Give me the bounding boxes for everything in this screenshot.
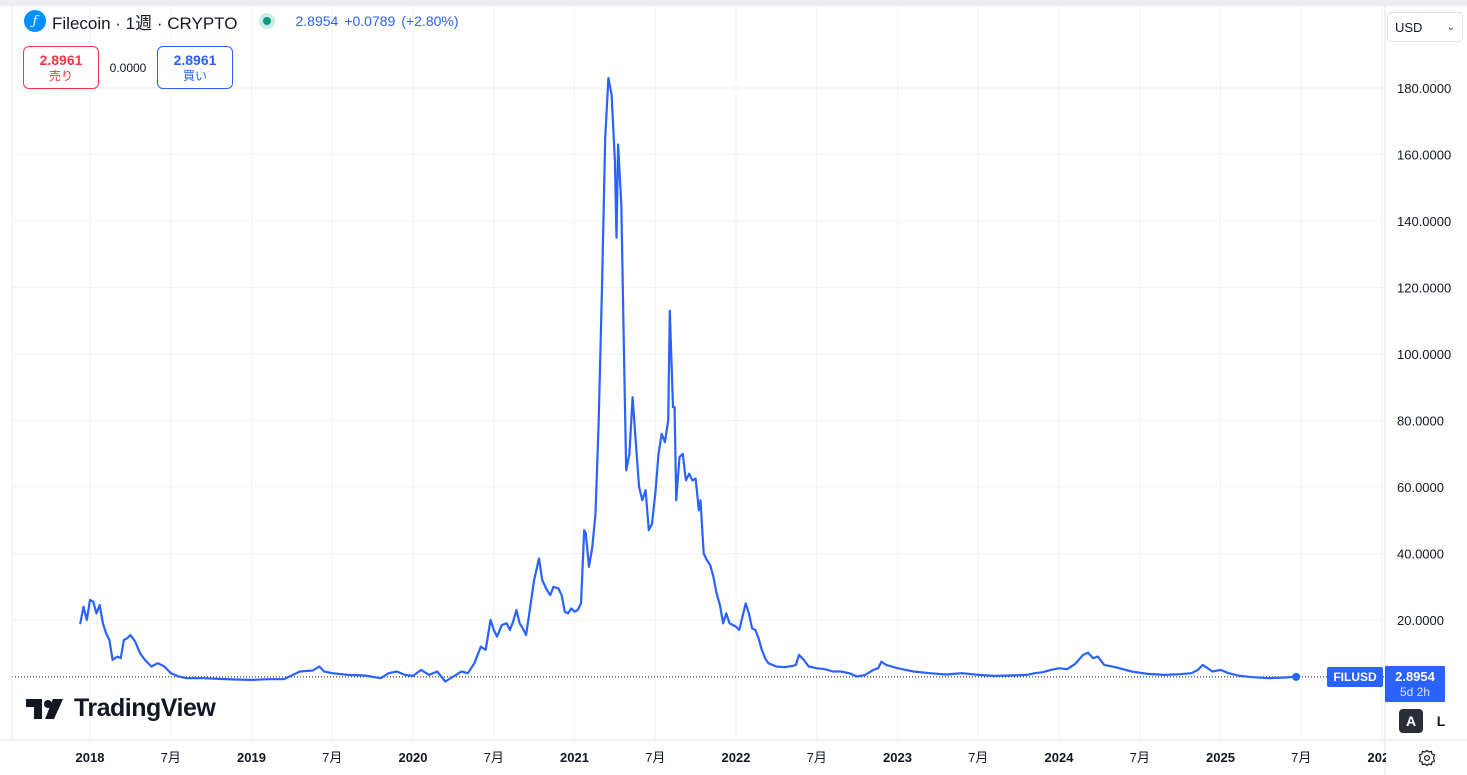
x-tick-label: 7月 <box>1130 750 1150 765</box>
x-tick-label: 2020 <box>399 750 428 765</box>
spread-value: 0.0000 <box>109 60 147 75</box>
x-tick-label: 7月 <box>645 750 665 765</box>
log-scale-button[interactable]: L <box>1429 709 1453 733</box>
y-tick-label: 180.0000 <box>1397 81 1451 96</box>
y-tick-label: 40.0000 <box>1397 547 1444 562</box>
tradingview-mark-icon <box>26 698 63 719</box>
top-strip <box>0 0 1467 6</box>
tradingview-logo[interactable]: TradingView <box>26 694 216 723</box>
currency-select[interactable]: USD ⌄ <box>1387 12 1463 42</box>
x-tick-label: 2023 <box>883 750 912 765</box>
chevron-down-icon: ⌄ <box>1446 21 1455 33</box>
x-tick-label: 7月 <box>968 750 988 765</box>
x-tick-label: 2021 <box>560 750 589 765</box>
x-tick-label: 7月 <box>1291 750 1311 765</box>
grid-lines <box>12 6 1385 740</box>
price-change: +0.0789 <box>344 13 396 29</box>
symbol-price-tag: FILUSD <box>1327 667 1383 687</box>
axes: 20.0000 40.0000 60.0000 80.0000 100.0000 120.… <box>0 6 1467 775</box>
market-open-icon[interactable] <box>259 13 276 29</box>
sell-price: 2.8961 <box>39 51 83 68</box>
bar-countdown: 5d 2h <box>1399 685 1431 699</box>
symbol-legend: ƒ Filecoin · 1週 · CRYPTO 2.8954 +0.0789 … <box>24 10 459 33</box>
sell-button[interactable]: 2.8961 売り <box>23 46 99 89</box>
chart-settings-button[interactable] <box>1414 745 1440 771</box>
auto-scale-button[interactable]: A <box>1399 709 1423 733</box>
y-tick-label: 140.0000 <box>1397 214 1451 229</box>
y-tick-label: 20.0000 <box>1397 613 1444 628</box>
currency-value: USD <box>1395 19 1423 35</box>
x-tick-label: 2019 <box>237 750 266 765</box>
buy-price: 2.8961 <box>173 51 217 68</box>
y-tick-label: 80.0000 <box>1397 414 1444 429</box>
x-tick-label: 7月 <box>161 750 181 765</box>
sell-label: 売り <box>48 68 73 83</box>
tradingview-wordmark: TradingView <box>74 694 216 722</box>
x-tick-label: 2022 <box>722 750 751 765</box>
last-price-tag: 2.8954 5d 2h <box>1385 666 1445 702</box>
gear-icon <box>1418 749 1436 767</box>
filecoin-logo-icon: ƒ <box>24 10 46 32</box>
axis-corner <box>1386 741 1467 775</box>
x-tick-label: 2024 <box>1045 750 1075 765</box>
last-point-marker <box>1292 672 1301 681</box>
symbol-title[interactable]: Filecoin · 1週 · CRYPTO <box>52 13 238 33</box>
legend-values: 2.8954 +0.0789 (+2.80%) <box>295 13 458 29</box>
x-tick-label: 2025 <box>1206 750 1235 765</box>
y-tick-label: 60.0000 <box>1397 480 1444 495</box>
x-tick-label: 7月 <box>484 750 504 765</box>
y-tick-label: 160.0000 <box>1397 148 1451 163</box>
chart-area[interactable]: 20.0000 40.0000 60.0000 80.0000 100.0000 120.… <box>0 6 1467 775</box>
price-line[interactable] <box>79 76 1295 683</box>
price-change-pct: (+2.80%) <box>401 13 459 29</box>
buy-button[interactable]: 2.8961 買い <box>157 46 233 89</box>
price-series <box>79 76 1301 683</box>
trade-panel: 2.8961 売り 0.0000 2.8961 買い <box>23 46 233 89</box>
x-tick-label: 7月 <box>807 750 827 765</box>
last-price: 2.8954 <box>295 13 339 29</box>
buy-label: 買い <box>182 68 207 83</box>
price-chart[interactable]: 20.0000 40.0000 60.0000 80.0000 100.0000 120.… <box>0 6 1467 775</box>
last-price-tag-value: 2.8954 <box>1395 669 1435 684</box>
y-tick-label: 100.0000 <box>1397 347 1451 362</box>
x-tick-label: 7月 <box>322 750 342 765</box>
y-tick-label: 120.0000 <box>1397 281 1451 296</box>
x-tick-label: 2018 <box>76 750 105 765</box>
